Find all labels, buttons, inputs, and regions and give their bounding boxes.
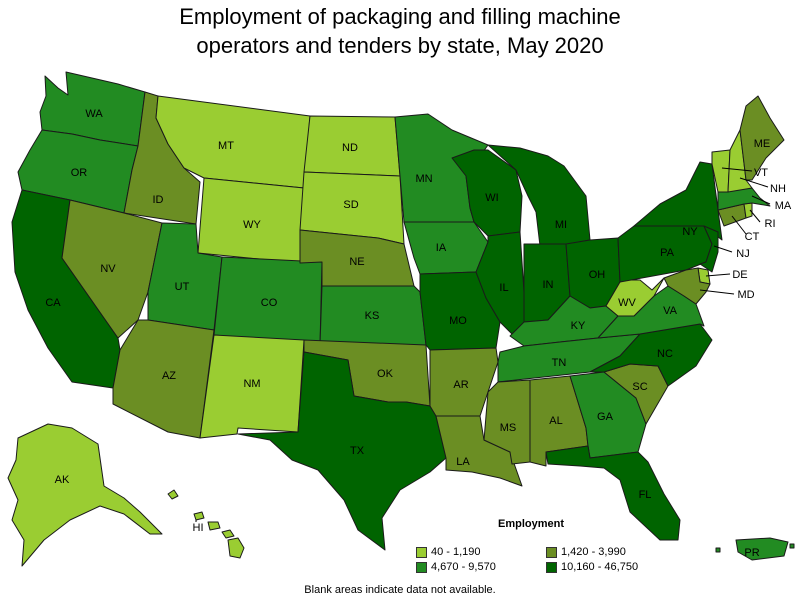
label-IA: IA [436, 242, 447, 254]
label-VT: VT [754, 167, 768, 179]
label-MI: MI [555, 219, 567, 231]
legend-swatch-3 [416, 561, 427, 573]
label-MA: MA [775, 200, 792, 212]
label-MO: MO [449, 315, 467, 327]
label-ME: ME [754, 138, 771, 150]
label-OR: OR [71, 167, 88, 179]
legend-item-1: 40 - 1,190 [416, 546, 481, 558]
state-NH[interactable] [727, 129, 753, 193]
label-AL: AL [549, 415, 562, 427]
label-WA: WA [85, 108, 103, 120]
state-MD[interactable] [663, 267, 711, 305]
label-SD: SD [343, 199, 358, 211]
label-NJ: NJ [736, 248, 749, 260]
label-KY: KY [571, 320, 586, 332]
label-MD: MD [737, 289, 754, 301]
label-RI: RI [765, 218, 776, 230]
state-AR[interactable] [429, 347, 499, 417]
label-AR: AR [453, 379, 468, 391]
leader-DE [705, 273, 731, 277]
state-LA[interactable] [435, 415, 523, 487]
map-title-line-1: Employment of packaging and filling mach… [179, 4, 621, 29]
map-title-line-2: operators and tenders by state, May 2020 [196, 33, 604, 58]
legend-swatch-4 [546, 561, 557, 573]
leader-VT [721, 167, 753, 172]
legend-swatch-2 [546, 546, 557, 558]
label-UT: UT [175, 281, 190, 293]
label-PR: PR [744, 547, 759, 559]
label-CA: CA [45, 297, 61, 309]
footnote: Blank areas indicate data not available. [304, 584, 496, 596]
label-NH: NH [770, 183, 786, 195]
label-MS: MS [500, 422, 517, 434]
leader-RI [749, 209, 761, 223]
legend-label-1: 40 - 1,190 [431, 546, 481, 558]
legend-item-2: 1,420 - 3,990 [546, 546, 626, 558]
label-OH: OH [589, 269, 606, 281]
label-NM: NM [243, 378, 260, 390]
label-NC: NC [657, 348, 673, 360]
state-VT[interactable] [711, 149, 731, 193]
legend-item-4: 10,160 - 46,750 [546, 561, 638, 573]
leader-MA [751, 195, 771, 205]
state-NV[interactable] [61, 199, 163, 339]
label-ND: ND [342, 142, 358, 154]
label-KS: KS [365, 310, 380, 322]
label-OK: OK [377, 368, 394, 380]
label-WV: WV [618, 297, 636, 309]
label-NV: NV [100, 263, 116, 275]
legend-label-2: 1,420 - 3,990 [561, 546, 626, 558]
label-IN: IN [543, 279, 554, 291]
state-ME[interactable] [739, 95, 785, 181]
label-AK: AK [55, 474, 70, 486]
state-AK[interactable] [7, 423, 163, 567]
label-CO: CO [261, 297, 278, 309]
label-AZ: AZ [162, 370, 176, 382]
label-CT: CT [745, 231, 760, 243]
label-PA: PA [660, 247, 675, 259]
label-NE: NE [349, 256, 364, 268]
label-FL: FL [639, 489, 652, 501]
label-TN: TN [552, 357, 567, 369]
label-TX: TX [350, 445, 365, 457]
label-IL: IL [499, 282, 508, 294]
label-MN: MN [415, 173, 432, 185]
label-SC: SC [632, 381, 647, 393]
label-ID: ID [153, 194, 164, 206]
legend-title: Employment [498, 518, 565, 530]
legend-label-4: 10,160 - 46,750 [561, 561, 639, 573]
state-IL[interactable] [475, 231, 527, 337]
label-WI: WI [485, 192, 498, 204]
state-PR[interactable] [715, 537, 795, 561]
legend-label-3: 4,670 - 9,570 [431, 561, 496, 573]
leader-NH [739, 177, 769, 188]
label-LA: LA [456, 456, 470, 468]
state-TX[interactable] [237, 351, 447, 551]
legend-swatch-1 [416, 546, 427, 558]
label-NY: NY [682, 226, 698, 238]
leader-CT [731, 215, 747, 235]
legend-item-3: 4,670 - 9,570 [416, 561, 496, 573]
leader-NJ [713, 245, 733, 253]
label-DE: DE [732, 269, 747, 281]
state-MA[interactable] [717, 187, 771, 211]
label-MT: MT [218, 140, 234, 152]
state-labels: WA OR CA ID NV MT WY UT CO AZ NM ND SD N… [45, 108, 792, 559]
map-title: Employment of packaging and filling mach… [0, 2, 800, 60]
label-WY: WY [243, 219, 261, 231]
label-HI: HI [193, 522, 204, 534]
label-VA: VA [663, 305, 678, 317]
leader-MD [699, 289, 735, 295]
state-NJ[interactable] [699, 225, 719, 273]
state-AZ[interactable] [112, 319, 215, 439]
state-HI[interactable] [167, 489, 245, 559]
label-GA: GA [597, 411, 614, 423]
state-FL[interactable] [545, 445, 681, 541]
